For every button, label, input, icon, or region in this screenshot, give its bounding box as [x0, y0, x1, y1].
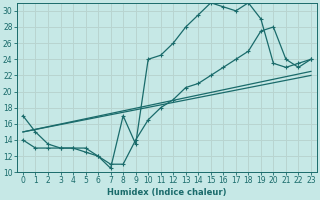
- X-axis label: Humidex (Indice chaleur): Humidex (Indice chaleur): [107, 188, 227, 197]
